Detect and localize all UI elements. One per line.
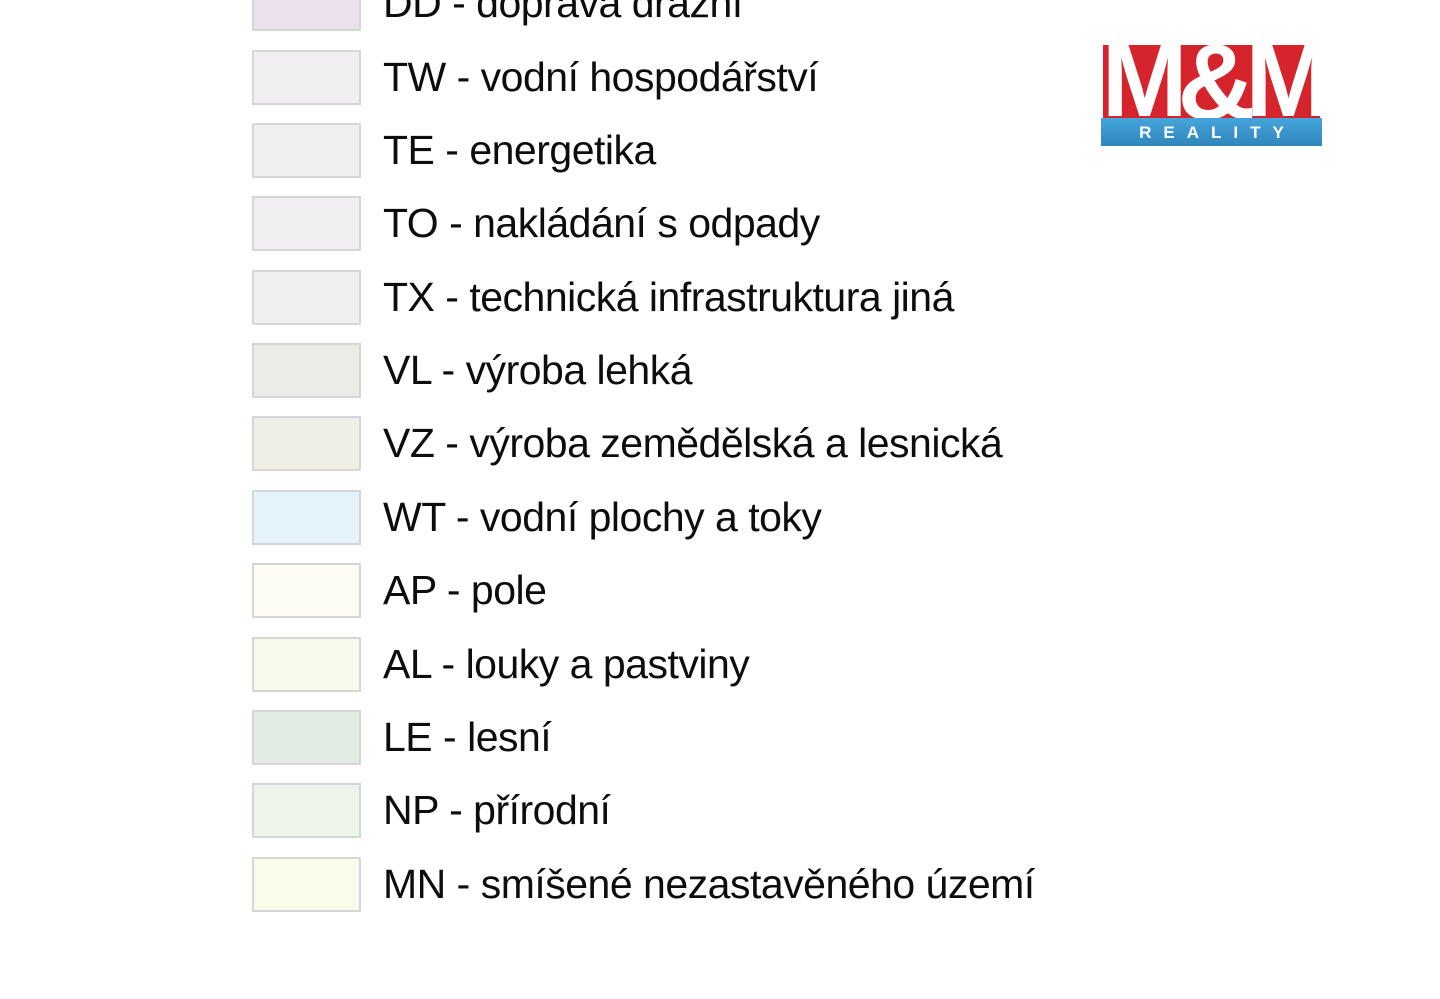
mm-logo-blue-bar: REALITY xyxy=(1101,118,1322,146)
mm-logo-text: M&M xyxy=(1103,45,1320,118)
legend-item-label: AL - louky a pastviny xyxy=(383,641,750,687)
legend-item-tx: TX - technická infrastruktura jiná xyxy=(0,261,1100,334)
legend-color-swatch xyxy=(252,123,361,178)
legend-color-swatch xyxy=(252,563,361,618)
legend-item-label: VL - výroba lehká xyxy=(383,347,693,393)
legend-item-al: AL - louky a pastviny xyxy=(0,628,1100,701)
legend-item-mn: MN - smíšené nezastavěného území xyxy=(0,848,1100,921)
legend-item-label: TE - energetika xyxy=(383,127,656,173)
legend-item-label: VZ - výroba zemědělská a lesnická xyxy=(383,420,1003,466)
legend-item-label: TW - vodní hospodářství xyxy=(383,54,819,100)
legend-item-te: TE - energetika xyxy=(0,114,1100,187)
mm-logo-reality-text: REALITY xyxy=(1139,122,1296,142)
legend-item-dd: DD - doprava drážní xyxy=(0,0,1100,40)
legend-item-le: LE - lesní xyxy=(0,701,1100,774)
legend-item-label: AP - pole xyxy=(383,567,547,613)
legend-color-swatch xyxy=(252,50,361,105)
legend-item-label: TX - technická infrastruktura jiná xyxy=(383,274,954,320)
legend-color-swatch xyxy=(252,0,361,31)
legend-item-label: NP - přírodní xyxy=(383,787,611,833)
mm-logo-red-box: M&M xyxy=(1103,45,1320,118)
ampersand-glyph: & xyxy=(1177,45,1256,118)
legend-color-swatch xyxy=(252,196,361,251)
legend-item-to: TO - nakládání s odpady xyxy=(0,187,1100,260)
legend-item-label: WT - vodní plochy a toky xyxy=(383,494,822,540)
mm-reality-logo: M&M REALITY xyxy=(1101,45,1322,146)
legend-color-swatch xyxy=(252,416,361,471)
legend-color-swatch xyxy=(252,710,361,765)
legend-item-np: NP - přírodní xyxy=(0,774,1100,847)
legend-item-wt: WT - vodní plochy a toky xyxy=(0,481,1100,554)
legend-item-label: LE - lesní xyxy=(383,714,552,760)
legend-item-label: TO - nakládání s odpady xyxy=(383,200,820,246)
legend-color-swatch xyxy=(252,490,361,545)
legend-item-vl: VL - výroba lehká xyxy=(0,334,1100,407)
legend-color-swatch xyxy=(252,783,361,838)
legend-item-vz: VZ - výroba zemědělská a lesnická xyxy=(0,407,1100,480)
legend-item-tw: TW - vodní hospodářství xyxy=(0,41,1100,114)
legend-item-label: DD - doprava drážní xyxy=(383,0,743,26)
legend-color-swatch xyxy=(252,857,361,912)
legend-item-label: MN - smíšené nezastavěného území xyxy=(383,861,1035,907)
legend-color-swatch xyxy=(252,343,361,398)
legend-item-ap: AP - pole xyxy=(0,554,1100,627)
legend-color-swatch xyxy=(252,270,361,325)
legend-color-swatch xyxy=(252,637,361,692)
